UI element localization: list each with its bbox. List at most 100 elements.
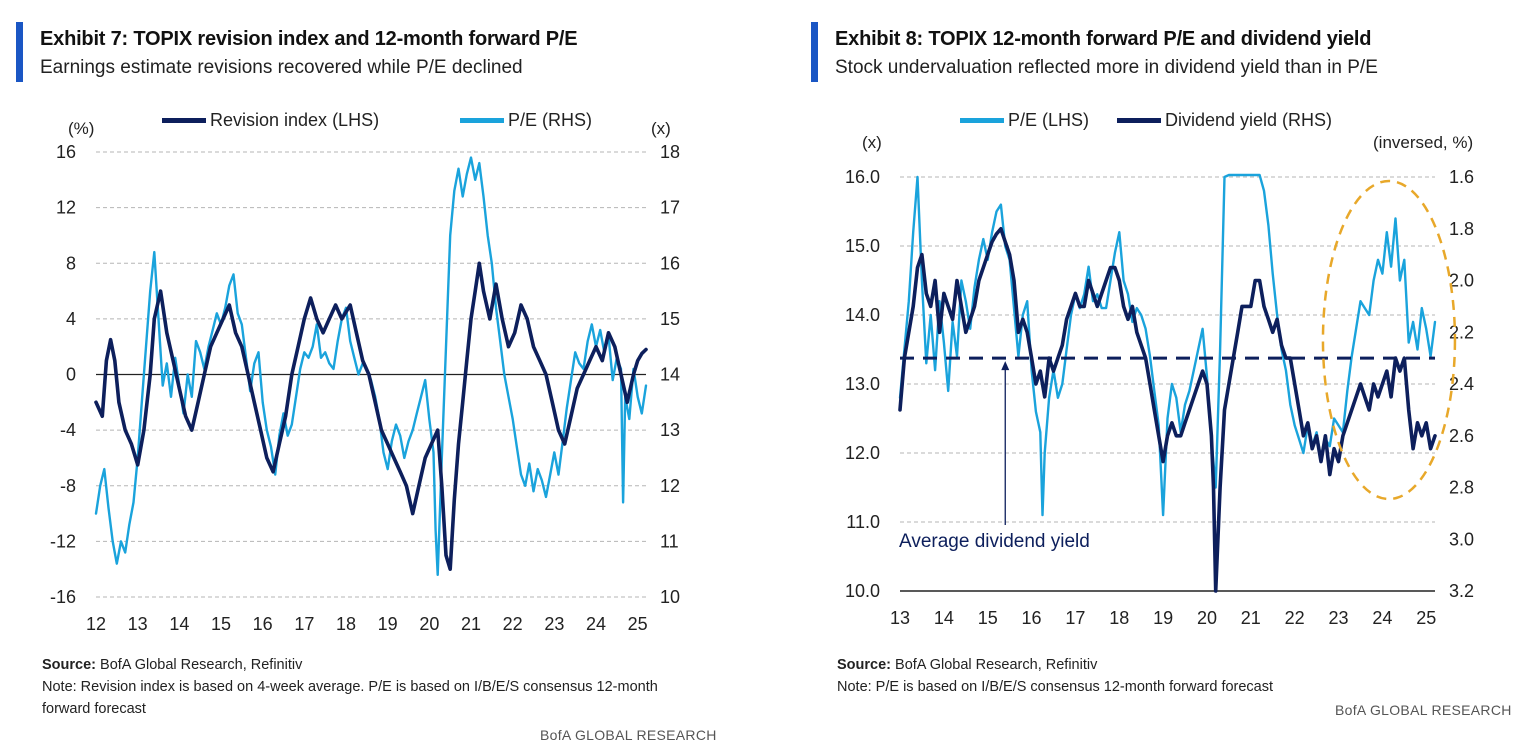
y-right-tick-label: 10 xyxy=(660,587,680,607)
highlight-ellipse xyxy=(1321,179,1457,501)
y-right-tick-label: 12 xyxy=(660,476,680,496)
legend-swatch-dark xyxy=(162,118,206,123)
exhibit-7-accent-bar xyxy=(16,22,23,82)
x-tick-label: 12 xyxy=(86,614,106,634)
x-tick-label: 14 xyxy=(169,614,189,634)
y-right-tick-label: 16 xyxy=(660,253,680,273)
exhibit-8-subtitle: Stock undervaluation reflected more in d… xyxy=(835,57,1378,78)
y-left-tick-label: 16 xyxy=(56,142,76,162)
series-line-p-e-rhs xyxy=(94,156,648,576)
y-right-tick-label: 2.0 xyxy=(1449,271,1474,291)
exhibit-8-note-line1: Note: P/E is based on I/B/E/S consensus … xyxy=(837,679,1274,695)
x-tick-label: 21 xyxy=(461,614,481,634)
legend-swatch-dark xyxy=(1117,118,1161,123)
exhibit-8-title: Exhibit 8: TOPIX 12-month forward P/E an… xyxy=(835,28,1372,50)
x-tick-label: 24 xyxy=(1372,608,1392,628)
legend-swatch-light xyxy=(460,118,504,123)
exhibit-7-title: Exhibit 7: TOPIX revision index and 12-m… xyxy=(40,28,578,50)
x-tick-label: 13 xyxy=(890,608,910,628)
exhibit-8-source-label: Source: xyxy=(837,657,891,673)
x-tick-label: 24 xyxy=(586,614,606,634)
exhibit-7-brand: BofA GLOBAL RESEARCH xyxy=(540,727,717,743)
series-line-dividend-yield-rhs xyxy=(898,227,1437,593)
exhibit-7: Exhibit 7: TOPIX revision index and 12-m… xyxy=(0,0,760,749)
legend-revision-index: Revision index (LHS) xyxy=(162,110,379,131)
exhibit-8-brand: BofA GLOBAL RESEARCH xyxy=(1335,702,1512,718)
series-line-revision-index-lhs xyxy=(94,261,648,571)
legend-label-pe-lhs: P/E (LHS) xyxy=(1008,110,1090,130)
exhibit-7-note-line2: forward forecast xyxy=(42,701,146,717)
x-tick-label: 25 xyxy=(628,614,648,634)
y-right-tick-label: 2.2 xyxy=(1449,322,1474,342)
x-tick-label: 14 xyxy=(934,608,954,628)
y-left-tick-label: 12 xyxy=(56,198,76,218)
y-left-tick-label: 13.0 xyxy=(845,374,880,394)
legend-pe: P/E (RHS) xyxy=(460,110,592,131)
y-right-tick-label: 3.0 xyxy=(1449,529,1474,549)
x-tick-label: 17 xyxy=(1065,608,1085,628)
exhibit-7-source-text: BofA Global Research, Refinitiv xyxy=(100,657,303,673)
y-right-tick-label: 13 xyxy=(660,420,680,440)
x-tick-label: 22 xyxy=(1285,608,1305,628)
series-line-p-e-lhs xyxy=(898,173,1437,517)
x-tick-label: 22 xyxy=(503,614,523,634)
y-left-tick-label: 14.0 xyxy=(845,305,880,325)
legend-dividend-yield: Dividend yield (RHS) xyxy=(1117,110,1332,131)
x-tick-label: 23 xyxy=(544,614,564,634)
y-right-tick-label: 2.6 xyxy=(1449,426,1474,446)
legend-label-dividend-yield: Dividend yield (RHS) xyxy=(1165,110,1333,130)
x-tick-label: 21 xyxy=(1241,608,1261,628)
y-right-tick-label: 18 xyxy=(660,142,680,162)
y-right-tick-label: 1.8 xyxy=(1449,219,1474,239)
x-tick-label: 13 xyxy=(128,614,148,634)
legend-swatch-light xyxy=(960,118,1004,123)
exhibit-7-source: Source: BofA Global Research, Refinitiv xyxy=(42,655,302,676)
y-left-tick-label: -12 xyxy=(50,531,76,551)
exhibit-7-subtitle: Earnings estimate revisions recovered wh… xyxy=(40,57,523,78)
x-tick-label: 17 xyxy=(294,614,314,634)
x-tick-label: 20 xyxy=(419,614,439,634)
exhibit-8-source-text: BofA Global Research, Refinitiv xyxy=(895,657,1098,673)
exhibit-7-note-line1: Note: Revision index is based on 4-week … xyxy=(42,679,658,695)
exhibit-8-source: Source: BofA Global Research, Refinitiv xyxy=(837,655,1097,676)
y-left-tick-label: 11.0 xyxy=(846,512,880,532)
exhibit-8-accent-bar xyxy=(811,22,818,82)
x-tick-label: 18 xyxy=(336,614,356,634)
y-left-tick-label: 0 xyxy=(66,365,76,385)
x-tick-label: 16 xyxy=(1022,608,1042,628)
x-tick-label: 15 xyxy=(978,608,998,628)
y-left-tick-label: 15.0 xyxy=(845,236,880,256)
annotation-arrow-head xyxy=(1001,361,1010,371)
legend-label-revision-index: Revision index (LHS) xyxy=(210,110,380,130)
exhibit-7-chart: 16 12 8 4 0 -4 -8 -12 -16 18 17 16 15 14 13 12 11 10 12 13 1… xyxy=(50,142,680,634)
y-left-tick-label: 4 xyxy=(66,309,76,329)
y-left-tick-label: 12.0 xyxy=(845,443,880,463)
x-tick-label: 16 xyxy=(253,614,273,634)
y-left-tick-label: 16.0 xyxy=(845,167,880,187)
exhibit-8-chart: 16.0 15.0 14.0 13.0 12.0 11.0 10.0 1.6 1.8 2.0 2.2… xyxy=(845,167,1474,628)
x-tick-label: 19 xyxy=(1153,608,1173,628)
x-tick-label: 19 xyxy=(378,614,398,634)
y-right-tick-label: 3.2 xyxy=(1449,581,1474,601)
y-left-tick-label: -4 xyxy=(60,420,76,440)
y-left-tick-label: 10.0 xyxy=(845,581,880,601)
x-tick-label: 25 xyxy=(1416,608,1436,628)
y-left-tick-label: 8 xyxy=(66,253,76,273)
y-right-tick-label: 2.8 xyxy=(1449,478,1474,498)
y-left-tick-label: -8 xyxy=(60,476,76,496)
legend-pe-lhs: P/E (LHS) xyxy=(960,110,1089,131)
exhibit-8-right-unit: (inversed, %) xyxy=(1373,133,1474,152)
y-right-tick-label: 15 xyxy=(660,309,680,329)
y-right-tick-label: 17 xyxy=(660,198,680,218)
y-left-tick-label: -16 xyxy=(50,587,76,607)
exhibit-8-left-unit: (x) xyxy=(862,133,882,152)
average-dividend-yield-label: Average dividend yield xyxy=(899,531,1090,552)
x-tick-label: 18 xyxy=(1109,608,1129,628)
x-tick-label: 15 xyxy=(211,614,231,634)
x-tick-label: 23 xyxy=(1329,608,1349,628)
exhibit-7-left-unit: (%) xyxy=(68,119,95,138)
y-right-tick-label: 14 xyxy=(660,365,680,385)
exhibit-8: Exhibit 8: TOPIX 12-month forward P/E an… xyxy=(795,0,1535,749)
exhibit-7-source-label: Source: xyxy=(42,657,96,673)
y-right-tick-label: 1.6 xyxy=(1449,167,1474,187)
